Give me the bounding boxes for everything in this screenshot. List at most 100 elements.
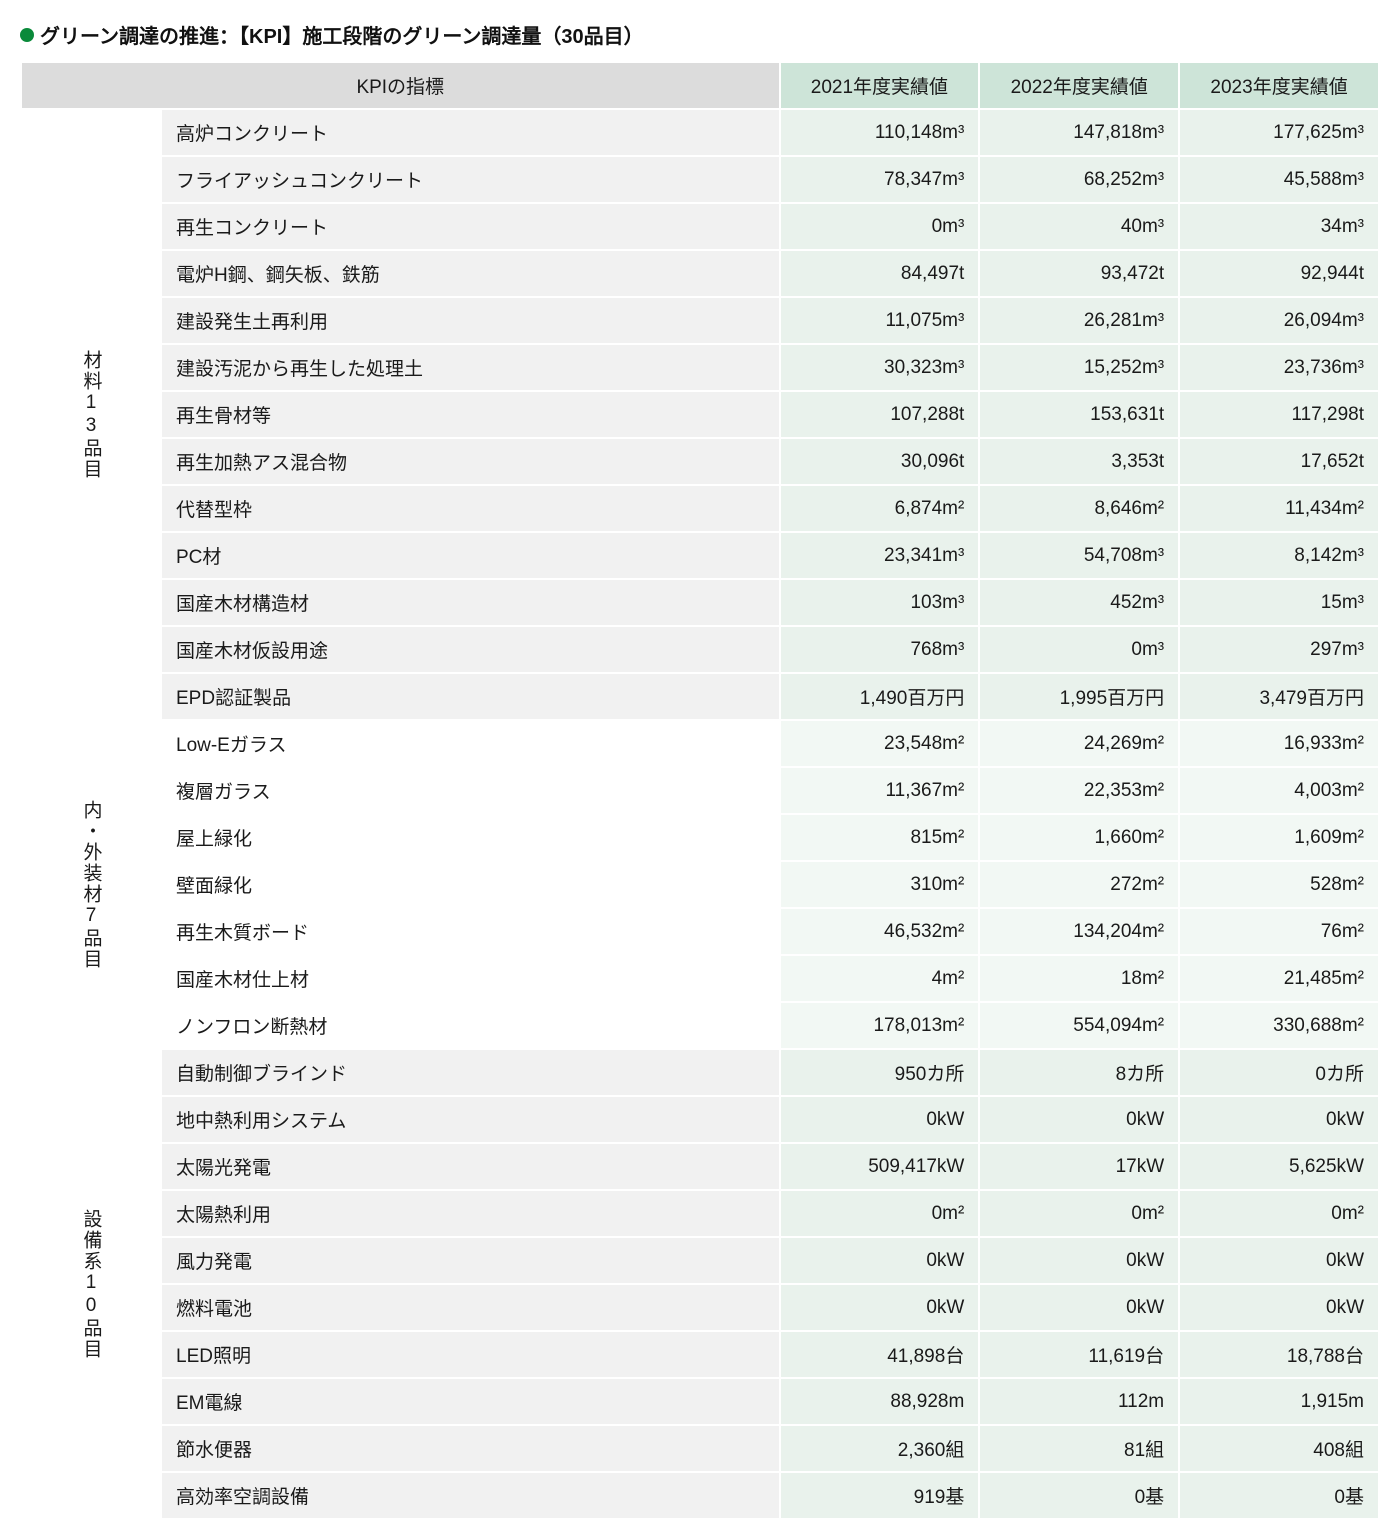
table-row: 節水便器2,360組81組408組 xyxy=(21,1425,1379,1472)
item-name: 複層ガラス xyxy=(161,767,780,814)
header-kpi: KPIの指標 xyxy=(21,62,780,109)
value-cell: 1,490百万円 xyxy=(780,673,980,720)
kpi-table: KPIの指標 2021年度実績値 2022年度実績値 2023年度実績値 材料1… xyxy=(20,61,1380,1520)
table-row: 屋上緑化815m²1,660m²1,609m² xyxy=(21,814,1379,861)
table-row: 建設汚泥から再生した処理土30,323m³15,252m³23,736m³ xyxy=(21,344,1379,391)
value-cell: 23,548m² xyxy=(780,720,980,767)
value-cell: 1,660m² xyxy=(979,814,1179,861)
table-row: 再生コンクリート0m³40m³34m³ xyxy=(21,203,1379,250)
value-cell: 4,003m² xyxy=(1179,767,1379,814)
value-cell: 178,013m² xyxy=(780,1002,980,1049)
table-row: 設備系10品目自動制御ブラインド950カ所8カ所0カ所 xyxy=(21,1049,1379,1096)
value-cell: 815m² xyxy=(780,814,980,861)
value-cell: 0m² xyxy=(780,1190,980,1237)
group-2: 設備系10品目自動制御ブラインド950カ所8カ所0カ所地中熱利用システム0kW0… xyxy=(21,1049,1379,1519)
value-cell: 30,096t xyxy=(780,438,980,485)
item-name: 風力発電 xyxy=(161,1237,780,1284)
value-cell: 18m² xyxy=(979,955,1179,1002)
value-cell: 408組 xyxy=(1179,1425,1379,1472)
table-row: 再生加熱アス混合物30,096t3,353t17,652t xyxy=(21,438,1379,485)
title-row: グリーン調達の推進：【KPI】施工段階のグリーン調達量（30品目） xyxy=(20,20,1380,49)
value-cell: 26,094m³ xyxy=(1179,297,1379,344)
value-cell: 0kW xyxy=(1179,1096,1379,1143)
value-cell: 45,588m³ xyxy=(1179,156,1379,203)
table-row: 国産木材構造材103m³452m³15m³ xyxy=(21,579,1379,626)
table-row: 燃料電池0kW0kW0kW xyxy=(21,1284,1379,1331)
value-cell: 81組 xyxy=(979,1425,1179,1472)
item-name: 地中熱利用システム xyxy=(161,1096,780,1143)
value-cell: 112m xyxy=(979,1378,1179,1425)
value-cell: 18,788台 xyxy=(1179,1331,1379,1378)
value-cell: 110,148m³ xyxy=(780,109,980,156)
value-cell: 78,347m³ xyxy=(780,156,980,203)
item-name: PC材 xyxy=(161,532,780,579)
group-0: 材料13品目高炉コンクリート110,148m³147,818m³177,625m… xyxy=(21,109,1379,720)
value-cell: 92,944t xyxy=(1179,250,1379,297)
value-cell: 93,472t xyxy=(979,250,1179,297)
item-name: 燃料電池 xyxy=(161,1284,780,1331)
group-1: 内・外装材7品目Low-Eガラス23,548m²24,269m²16,933m²… xyxy=(21,720,1379,1049)
item-name: 国産木材仕上材 xyxy=(161,955,780,1002)
value-cell: 0カ所 xyxy=(1179,1049,1379,1096)
item-name: 建設汚泥から再生した処理土 xyxy=(161,344,780,391)
table-row: 再生木質ボード46,532m²134,204m²76m² xyxy=(21,908,1379,955)
value-cell: 0基 xyxy=(1179,1472,1379,1519)
category-label: 内・外装材7品目 xyxy=(21,720,161,1049)
value-cell: 1,915m xyxy=(1179,1378,1379,1425)
value-cell: 509,417kW xyxy=(780,1143,980,1190)
item-name: 節水便器 xyxy=(161,1425,780,1472)
item-name: 壁面緑化 xyxy=(161,861,780,908)
value-cell: 34m³ xyxy=(1179,203,1379,250)
value-cell: 272m² xyxy=(979,861,1179,908)
table-row: 国産木材仕上材4m²18m²21,485m² xyxy=(21,955,1379,1002)
header-year-2023: 2023年度実績値 xyxy=(1179,62,1379,109)
item-name: LED照明 xyxy=(161,1331,780,1378)
value-cell: 0kW xyxy=(780,1284,980,1331)
item-name: 代替型枠 xyxy=(161,485,780,532)
value-cell: 0m² xyxy=(979,1190,1179,1237)
value-cell: 41,898台 xyxy=(780,1331,980,1378)
value-cell: 0kW xyxy=(979,1284,1179,1331)
item-name: 再生コンクリート xyxy=(161,203,780,250)
table-row: 電炉H鋼、鋼矢板、鉄筋84,497t93,472t92,944t xyxy=(21,250,1379,297)
header-year-2022: 2022年度実績値 xyxy=(979,62,1179,109)
table-row: 再生骨材等107,288t153,631t117,298t xyxy=(21,391,1379,438)
page-title: グリーン調達の推進：【KPI】施工段階のグリーン調達量（30品目） xyxy=(40,20,644,49)
table-row: 代替型枠6,874m²8,646m²11,434m² xyxy=(21,485,1379,532)
item-name: EM電線 xyxy=(161,1378,780,1425)
value-cell: 8カ所 xyxy=(979,1049,1179,1096)
value-cell: 0kW xyxy=(1179,1284,1379,1331)
value-cell: 76m² xyxy=(1179,908,1379,955)
table-row: 太陽光発電509,417kW17kW5,625kW xyxy=(21,1143,1379,1190)
item-name: 高効率空調設備 xyxy=(161,1472,780,1519)
value-cell: 0m³ xyxy=(780,203,980,250)
value-cell: 330,688m² xyxy=(1179,1002,1379,1049)
value-cell: 452m³ xyxy=(979,579,1179,626)
value-cell: 11,367m² xyxy=(780,767,980,814)
value-cell: 88,928m xyxy=(780,1378,980,1425)
table-row: 建設発生土再利用11,075m³26,281m³26,094m³ xyxy=(21,297,1379,344)
value-cell: 11,434m² xyxy=(1179,485,1379,532)
value-cell: 4m² xyxy=(780,955,980,1002)
item-name: Low-Eガラス xyxy=(161,720,780,767)
value-cell: 84,497t xyxy=(780,250,980,297)
item-name: 国産木材構造材 xyxy=(161,579,780,626)
category-label: 材料13品目 xyxy=(21,109,161,720)
value-cell: 54,708m³ xyxy=(979,532,1179,579)
value-cell: 30,323m³ xyxy=(780,344,980,391)
table-row: 複層ガラス11,367m²22,353m²4,003m² xyxy=(21,767,1379,814)
value-cell: 17kW xyxy=(979,1143,1179,1190)
value-cell: 21,485m² xyxy=(1179,955,1379,1002)
value-cell: 103m³ xyxy=(780,579,980,626)
header-year-2021: 2021年度実績値 xyxy=(780,62,980,109)
item-name: 国産木材仮設用途 xyxy=(161,626,780,673)
table-row: 地中熱利用システム0kW0kW0kW xyxy=(21,1096,1379,1143)
value-cell: 0kW xyxy=(780,1237,980,1284)
table-row: EM電線88,928m112m1,915m xyxy=(21,1378,1379,1425)
table-row: EPD認証製品1,490百万円1,995百万円3,479百万円 xyxy=(21,673,1379,720)
table-row: フライアッシュコンクリート78,347m³68,252m³45,588m³ xyxy=(21,156,1379,203)
item-name: 高炉コンクリート xyxy=(161,109,780,156)
value-cell: 17,652t xyxy=(1179,438,1379,485)
value-cell: 6,874m² xyxy=(780,485,980,532)
value-cell: 528m² xyxy=(1179,861,1379,908)
